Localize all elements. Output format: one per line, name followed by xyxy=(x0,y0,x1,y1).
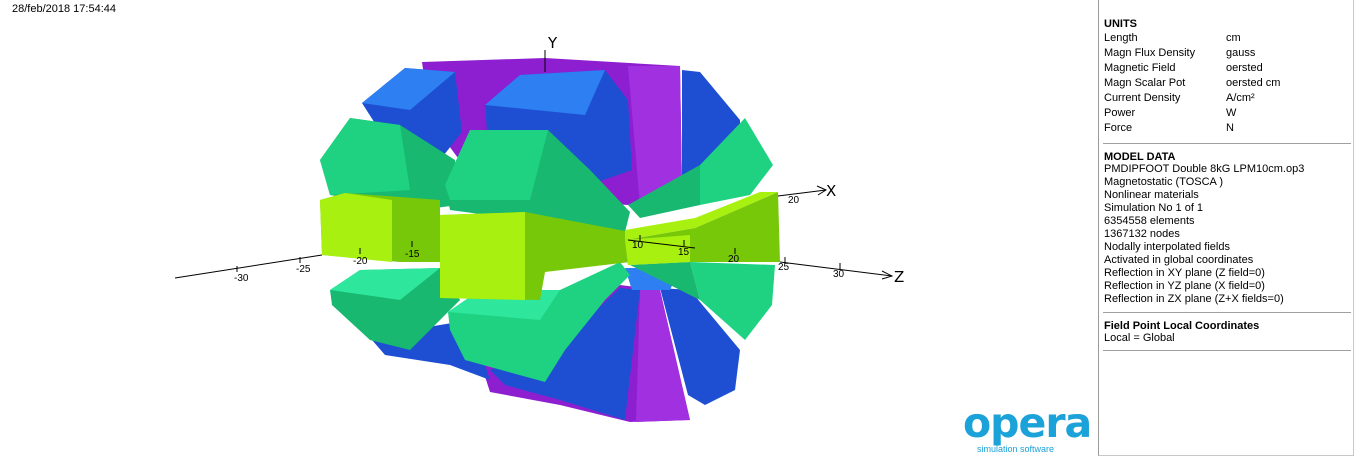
blue-block-upper-left-top xyxy=(362,68,455,110)
x-axis-line xyxy=(777,189,827,197)
field-point-section: Field Point Local Coordinates Local = Gl… xyxy=(1104,320,1350,345)
unit-value: gauss xyxy=(1226,47,1256,59)
z-axis-line-right xyxy=(779,261,893,277)
z-tick-label: -25 xyxy=(296,264,311,275)
model-data-line: Reflection in YZ plane (X field=0) xyxy=(1104,280,1265,292)
z-tick-label: 30 xyxy=(833,269,845,280)
unit-row: Magn Flux Density gauss xyxy=(1104,46,1350,61)
z-tick-label: 25 xyxy=(778,262,790,273)
model-data-line: Nonlinear materials xyxy=(1104,189,1199,201)
green-block-upper-mid-face xyxy=(445,130,548,200)
green-block-lower-right xyxy=(690,262,775,340)
unit-name: Magn Flux Density xyxy=(1104,47,1196,59)
model-render: Y Z X -30 -25 -20 -15 10 15 20 25 30 20 xyxy=(174,34,904,422)
field-point-value: Local = Global xyxy=(1104,332,1175,344)
model-data-line: 1367132 nodes xyxy=(1104,228,1180,240)
divider xyxy=(1103,312,1351,313)
model-data-line: Reflection in XY plane (Z field=0) xyxy=(1104,267,1265,279)
z-tick-label: 10 xyxy=(632,240,644,251)
z-axis-line-left xyxy=(174,254,323,279)
model-data-line: Activated in global coordinates xyxy=(1104,254,1254,266)
logo-tagline: simulation software xyxy=(977,444,1055,454)
z-tick-label: 15 xyxy=(678,247,690,258)
field-point-title: Field Point Local Coordinates xyxy=(1104,320,1260,332)
model-data-title: MODEL DATA xyxy=(1104,151,1176,163)
unit-value: oersted cm xyxy=(1226,77,1281,89)
z-tick-label: -30 xyxy=(234,273,249,284)
unit-row: Magnetic Field oersted xyxy=(1104,61,1350,76)
blue-block-lower-mid xyxy=(490,288,640,420)
units-title: UNITS xyxy=(1104,18,1137,30)
z-tick-label: -15 xyxy=(405,249,420,260)
divider xyxy=(1103,350,1351,351)
unit-value: oersted xyxy=(1226,62,1263,74)
unit-name: Magnetic Field xyxy=(1104,62,1176,74)
unit-row: Magn Scalar Pot oersted cm xyxy=(1104,76,1350,91)
model-data-line: PMDIPFOOT Double 8kG LPM10cm.op3 xyxy=(1104,163,1305,175)
z-tick-label: 20 xyxy=(728,254,740,265)
x-axis-arrow xyxy=(816,185,828,196)
z-axis-line-mid xyxy=(627,239,696,249)
green-block-lower-left-face xyxy=(330,268,440,300)
model-data-section: MODEL DATA PMDIPFOOT Double 8kG LPM10cm.… xyxy=(1104,151,1350,306)
model-data-line: Magnetostatic (TOSCA ) xyxy=(1104,176,1224,188)
logo-word: opera xyxy=(963,399,1092,447)
unit-name: Current Density xyxy=(1104,92,1181,104)
unit-value: A/cm² xyxy=(1226,92,1255,104)
x-axis-label: X xyxy=(826,182,836,200)
green-block-lower-right-shade xyxy=(630,262,700,300)
lime-block-mid-face xyxy=(440,212,525,300)
unit-value: N xyxy=(1226,122,1234,134)
unit-name: Power xyxy=(1104,107,1136,119)
unit-value: W xyxy=(1226,107,1237,119)
blue-block-upper-mid-top xyxy=(485,70,605,115)
unit-value: cm xyxy=(1226,32,1241,44)
model-data-line: Nodally interpolated fields xyxy=(1104,241,1230,253)
3d-viewport[interactable]: Y Z X -30 -25 -20 -15 10 15 20 25 30 20 xyxy=(0,0,1098,458)
info-panel: UNITS Length cm Magn Flux Density gauss … xyxy=(1098,0,1354,456)
unit-row: Power W xyxy=(1104,106,1350,121)
green-block-upper-right xyxy=(700,118,773,205)
unit-row: Length cm xyxy=(1104,31,1350,46)
x-tick-label: 20 xyxy=(788,195,800,206)
divider xyxy=(1103,143,1351,144)
lime-block-right-top xyxy=(625,192,778,240)
green-block-upper-right-shade xyxy=(628,165,700,218)
unit-row: Current Density A/cm² xyxy=(1104,91,1350,106)
model-data-line: 6354558 elements xyxy=(1104,215,1195,227)
model-data-line: Simulation No 1 of 1 xyxy=(1104,202,1204,214)
blue-block-lower-right xyxy=(660,288,740,405)
lime-block-left-face xyxy=(320,193,392,262)
z-axis-arrow xyxy=(881,270,894,280)
model-data-line: Reflection in ZX plane (Z+X fields=0) xyxy=(1104,293,1284,305)
opera-logo: opera simulation software xyxy=(963,399,1095,455)
units-section: UNITS Length cm Magn Flux Density gauss … xyxy=(1104,18,1350,136)
purple-plate-shade xyxy=(628,66,682,205)
z-axis-label: Z xyxy=(894,268,904,286)
unit-row: Force N xyxy=(1104,121,1350,136)
unit-name: Force xyxy=(1104,122,1133,134)
purple-plate-shade-bottom xyxy=(636,290,690,422)
green-block-upper-left-face xyxy=(320,118,410,195)
y-axis-label: Y xyxy=(547,34,558,52)
lime-block-right-face xyxy=(625,235,690,265)
z-tick-label: -20 xyxy=(353,256,368,267)
unit-name: Length xyxy=(1104,32,1138,44)
unit-name: Magn Scalar Pot xyxy=(1104,77,1186,89)
timestamp: 28/feb/2018 17:54:44 xyxy=(12,3,116,15)
